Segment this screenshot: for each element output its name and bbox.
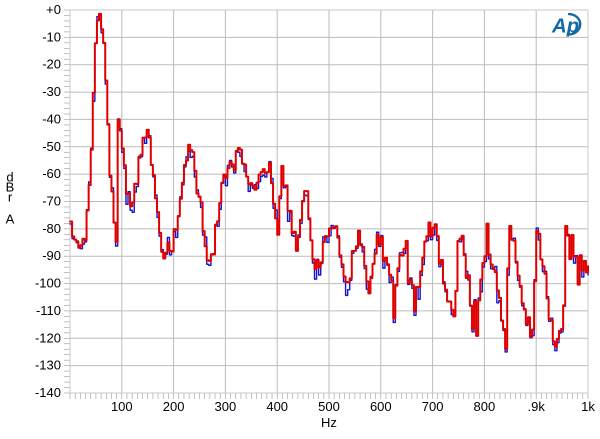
- svg-text:-140: -140: [35, 385, 61, 400]
- svg-text:.9k: .9k: [528, 399, 546, 414]
- svg-text:+0: +0: [46, 2, 61, 17]
- svg-text:r: r: [8, 190, 13, 205]
- svg-text:-30: -30: [42, 84, 61, 99]
- svg-text:-100: -100: [35, 276, 61, 291]
- svg-text:-60: -60: [42, 166, 61, 181]
- svg-text:-50: -50: [42, 139, 61, 154]
- svg-text:700: 700: [422, 399, 444, 414]
- svg-text:600: 600: [370, 399, 392, 414]
- svg-text:400: 400: [266, 399, 288, 414]
- svg-text:-20: -20: [42, 57, 61, 72]
- svg-text:1k: 1k: [581, 399, 595, 414]
- svg-text:-130: -130: [35, 358, 61, 373]
- svg-text:A: A: [6, 212, 15, 227]
- svg-text:300: 300: [215, 399, 237, 414]
- svg-text:Hz: Hz: [321, 415, 337, 430]
- svg-text:-110: -110: [36, 303, 61, 318]
- svg-text:-40: -40: [42, 111, 61, 126]
- svg-text:800: 800: [474, 399, 496, 414]
- svg-text:500: 500: [318, 399, 340, 414]
- svg-text:200: 200: [163, 399, 185, 414]
- svg-text:-80: -80: [42, 221, 61, 236]
- svg-text:-120: -120: [35, 330, 61, 345]
- svg-text:-90: -90: [42, 248, 61, 263]
- svg-text:-70: -70: [42, 194, 61, 209]
- svg-text:-10: -10: [42, 29, 61, 44]
- svg-text:100: 100: [111, 399, 133, 414]
